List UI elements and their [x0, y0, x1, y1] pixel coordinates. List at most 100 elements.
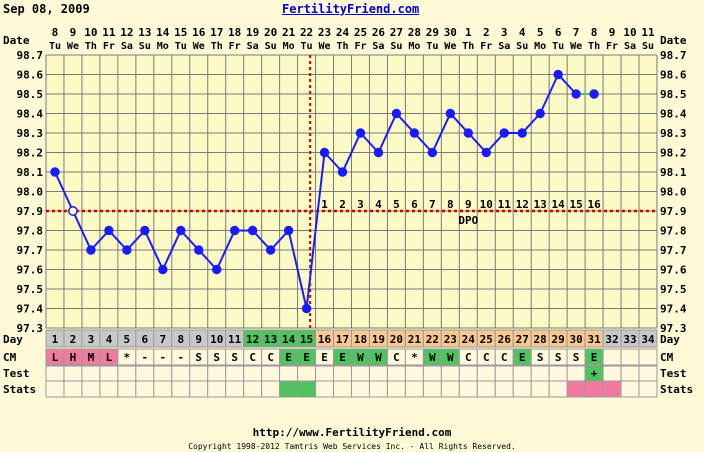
y-tick-label-left: 97.5 — [17, 283, 44, 296]
stats-cell — [207, 380, 227, 398]
temperature-point — [589, 89, 599, 99]
weekday-label: Th — [588, 41, 600, 52]
stats-cell — [602, 380, 622, 398]
weekday-label: Sa — [372, 41, 384, 52]
date-label: 28 — [408, 26, 421, 39]
weekday-label: Fr — [606, 41, 618, 52]
test-cell — [135, 365, 155, 382]
temperature-point — [535, 108, 545, 119]
test-cell — [458, 365, 478, 382]
day-cell-text: 28 — [534, 333, 547, 346]
date-label: 24 — [336, 26, 350, 39]
day-cell-text: 33 — [623, 333, 636, 346]
y-tick-label-left: 97.9 — [17, 205, 44, 218]
day-cell-text: 30 — [569, 333, 582, 346]
temperature-point — [86, 245, 96, 255]
site-link[interactable]: FertilityFriend.com — [282, 2, 420, 16]
test-cell — [63, 365, 83, 382]
stats-cell — [99, 380, 119, 398]
y-tick-label-right: 97.7 — [660, 244, 687, 257]
weekday-label: Mo — [157, 41, 169, 52]
cm-cell-text: E — [519, 351, 526, 364]
date-label: 1 — [465, 26, 472, 39]
dpo-number: 10 — [480, 198, 493, 211]
date-row-label-right: Date — [660, 34, 687, 47]
date-label: 3 — [501, 26, 508, 39]
cm-row-label-right: CM — [660, 351, 674, 364]
dpo-number: 15 — [569, 198, 582, 211]
cm-cell-text: C — [501, 351, 508, 364]
temperature-point — [301, 303, 312, 314]
cm-cell-text: L — [52, 351, 59, 364]
test-cell — [566, 365, 586, 382]
test-cell — [225, 365, 245, 382]
test-cell — [602, 365, 622, 382]
cm-cell-text: * — [411, 351, 418, 364]
weekday-label: Sa — [121, 41, 133, 52]
temperature-point — [265, 245, 276, 255]
y-tick-label-right: 98.5 — [660, 88, 687, 101]
day-cell-text: 25 — [480, 333, 493, 346]
weekday-label: We — [319, 41, 331, 52]
weekday-label: Su — [265, 41, 277, 52]
day-cell-text: 4 — [106, 333, 113, 346]
y-tick-label-left: 98.0 — [17, 186, 44, 199]
temperature-point — [571, 89, 581, 99]
test-cell — [548, 365, 568, 382]
day-cell-text: 26 — [498, 333, 512, 346]
y-tick-label-left: 98.5 — [17, 88, 44, 101]
weekday-label: Su — [642, 41, 654, 52]
weekday-label: We — [570, 41, 582, 52]
cm-cell-text: * — [124, 351, 131, 364]
cm-cell-text: C — [465, 351, 472, 364]
weekday-label: Su — [390, 41, 402, 52]
test-cell — [368, 365, 388, 382]
stats-cell — [333, 380, 352, 398]
footer-url[interactable]: http://www.FertilityFriend.com — [252, 426, 452, 439]
cm-cell-text: S — [195, 351, 202, 364]
stats-cell — [404, 380, 424, 398]
test-cell — [333, 365, 352, 382]
temperature-point — [463, 128, 473, 138]
weekday-label: Su — [516, 41, 528, 52]
y-tick-label-right: 98.3 — [660, 127, 687, 140]
cm-cell-text: W — [429, 351, 436, 364]
day-cell-text: 20 — [390, 333, 403, 346]
weekday-label: Mo — [283, 41, 295, 52]
dpo-number: 1 — [321, 198, 328, 211]
cm-cell-text: S — [213, 351, 220, 364]
weekday-label: Th — [336, 41, 348, 52]
weekday-label: Th — [211, 41, 223, 52]
test-cell — [99, 365, 119, 382]
stats-cell — [584, 380, 604, 398]
dpo-number: 3 — [357, 198, 364, 211]
temperature-point — [229, 225, 240, 236]
date-label: 21 — [282, 26, 296, 39]
date-row-label: Date — [3, 34, 30, 47]
y-tick-label-right: 98.7 — [660, 49, 687, 62]
cm-cell-text: C — [267, 351, 274, 364]
cm-cell-text: C — [393, 351, 400, 364]
temperature-point — [140, 225, 150, 236]
weekday-label: Fr — [354, 41, 366, 52]
test-cell — [440, 365, 460, 382]
test-cell — [512, 365, 532, 382]
dpo-label: DPO — [458, 214, 478, 227]
dpo-number: 11 — [498, 198, 512, 211]
stats-cell — [458, 380, 478, 398]
stats-cell — [225, 380, 245, 398]
date-label: 6 — [555, 26, 562, 39]
date-label: 13 — [138, 26, 151, 39]
weekday-label: Mo — [408, 41, 420, 52]
test-cell — [476, 365, 496, 382]
stats-cell — [297, 380, 317, 398]
y-tick-label-left: 98.6 — [17, 69, 44, 82]
temperature-point — [553, 69, 563, 80]
cm-cell-text: E — [339, 351, 346, 364]
temperature-point — [499, 128, 509, 138]
stats-cell — [422, 380, 442, 398]
cm-cell-text: S — [537, 351, 544, 364]
dpo-number: 6 — [411, 198, 418, 211]
day-cell-text: 29 — [552, 333, 565, 346]
date-label: 27 — [390, 26, 403, 39]
